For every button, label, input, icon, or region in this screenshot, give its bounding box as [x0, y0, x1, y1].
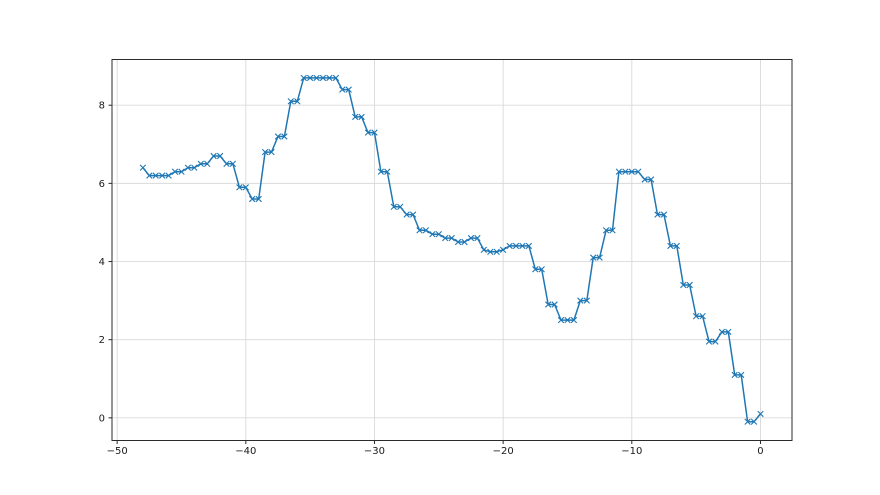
tick-labels: −50 −40 −30 −20 −10 0 0 2 4 6 8: [99, 101, 764, 457]
y-tick-label: 8: [99, 101, 105, 112]
y-tick-label: 2: [99, 335, 105, 346]
x-tick-label: −50: [107, 446, 128, 457]
x-tick-label: −20: [493, 446, 514, 457]
x-tick-label: −10: [621, 446, 642, 457]
grid: [112, 59, 792, 441]
data-point-markers: [139, 74, 764, 425]
y-tick-label: 4: [99, 257, 105, 268]
data-line: [142, 77, 762, 423]
y-tick-label: 6: [99, 179, 105, 190]
y-tick-label: 0: [99, 413, 105, 424]
plot-border: [111, 59, 793, 441]
axes-spines: [111, 59, 793, 441]
axis-ticks: [108, 104, 761, 444]
x-tick-label: −30: [364, 446, 385, 457]
x-tick-label: 0: [757, 446, 763, 457]
x-tick-label: −40: [235, 446, 256, 457]
data-series: [139, 74, 764, 425]
